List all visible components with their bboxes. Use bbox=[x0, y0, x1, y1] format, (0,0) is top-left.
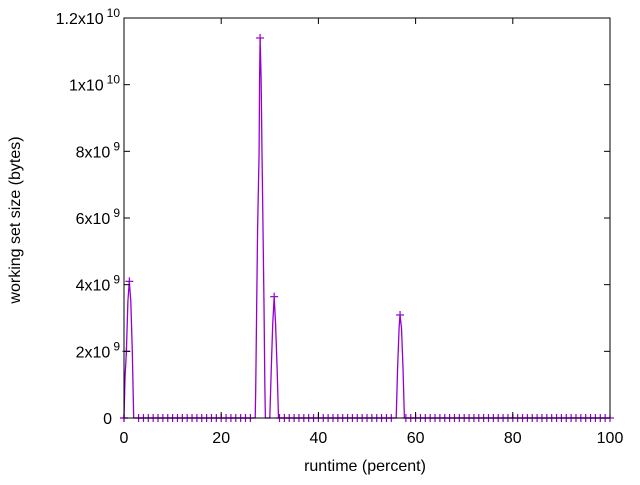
x-axis: 0 20 40 60 80 100 bbox=[120, 18, 624, 447]
y-axis-label: working set size (bytes) bbox=[7, 136, 24, 304]
data-point bbox=[270, 292, 279, 301]
data-point bbox=[396, 311, 405, 319]
plot-marks bbox=[120, 34, 614, 422]
y-tick-mantissa: 4x10 bbox=[76, 278, 111, 295]
x-tick-label: 40 bbox=[310, 430, 328, 447]
y-tick-mantissa: 1x10 bbox=[69, 78, 104, 95]
y-tick-mantissa: 1.2x10 bbox=[56, 11, 104, 28]
x-axis-label: runtime (percent) bbox=[304, 458, 426, 475]
x-tick-label: 80 bbox=[504, 430, 522, 447]
series-line bbox=[123, 37, 610, 419]
y-tick-label: 0 bbox=[103, 411, 112, 428]
y-tick-exponent: 9 bbox=[113, 273, 120, 287]
x-tick-label: 60 bbox=[407, 430, 425, 447]
y-tick-label: 2x10 9 bbox=[76, 339, 121, 361]
y-tick-label: 1.2x10 10 bbox=[56, 6, 121, 28]
y-tick-label: 8x10 9 bbox=[76, 139, 121, 161]
x-tick-label: 20 bbox=[212, 430, 230, 447]
y-tick-label: 4x10 9 bbox=[76, 273, 121, 295]
y-tick-mantissa: 6x10 bbox=[76, 211, 111, 228]
y-tick-exponent: 10 bbox=[107, 73, 121, 87]
y-tick-exponent: 10 bbox=[107, 6, 121, 20]
x-tick-label: 100 bbox=[597, 430, 624, 447]
y-tick-label: 1x10 10 bbox=[69, 73, 120, 95]
y-tick-mantissa: 8x10 bbox=[76, 144, 111, 161]
plot-border bbox=[123, 17, 611, 419]
data-point bbox=[256, 34, 265, 42]
y-tick-label: 6x10 9 bbox=[76, 206, 121, 228]
y-tick-exponent: 9 bbox=[113, 139, 120, 153]
y-tick-mantissa: 2x10 bbox=[76, 344, 111, 361]
data-point bbox=[125, 277, 134, 286]
y-tick-exponent: 9 bbox=[113, 206, 120, 220]
y-tick-mantissa: 0 bbox=[103, 411, 112, 428]
x-tick-label: 0 bbox=[120, 430, 129, 447]
y-tick-exponent: 9 bbox=[113, 339, 120, 353]
